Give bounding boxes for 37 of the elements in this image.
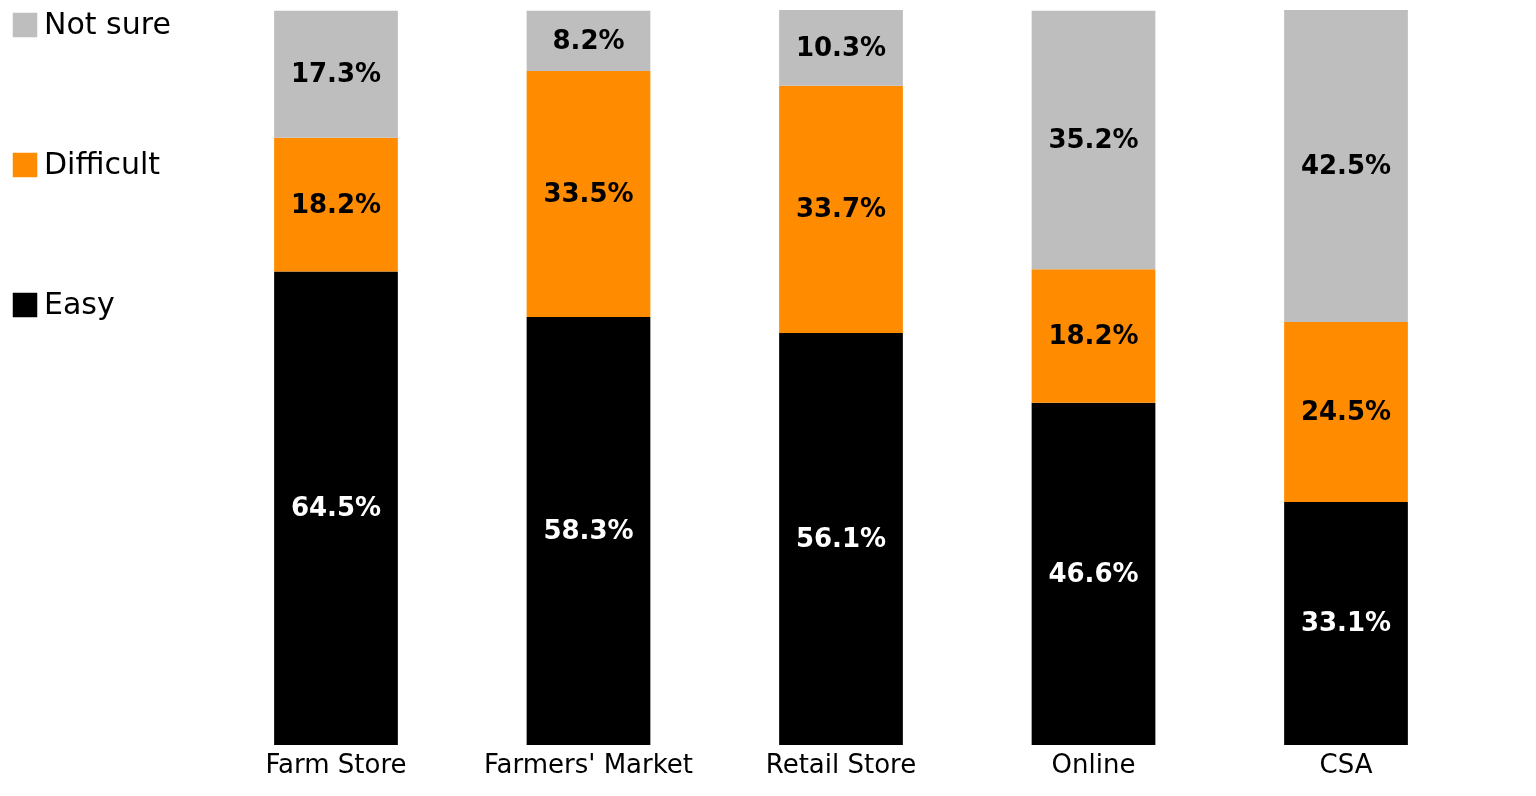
bar bbox=[1031, 10, 1156, 270]
bar bbox=[1284, 10, 1408, 323]
x-tick-label: Farmers' Market bbox=[483, 748, 694, 779]
bar bbox=[779, 10, 903, 86]
data-label: 56.1% bbox=[795, 523, 887, 554]
x-tick-label: CSA bbox=[1319, 748, 1373, 779]
data-label: 17.3% bbox=[290, 58, 382, 89]
bar bbox=[1284, 322, 1408, 502]
bar bbox=[274, 271, 398, 745]
bar bbox=[779, 333, 903, 745]
bar bbox=[274, 10, 398, 138]
bar bbox=[1284, 501, 1408, 745]
data-label: 18.2% bbox=[290, 188, 382, 219]
data-label: 18.2% bbox=[1048, 320, 1139, 351]
data-label: 58.3% bbox=[543, 514, 634, 545]
legend-label: Difficult bbox=[44, 146, 161, 181]
bar bbox=[1031, 269, 1156, 403]
data-label: 33.5% bbox=[543, 177, 634, 208]
data-label: 8.2% bbox=[552, 24, 625, 55]
bar bbox=[526, 316, 651, 745]
bar bbox=[1031, 402, 1156, 745]
bar bbox=[779, 85, 903, 334]
data-label: 46.6% bbox=[1048, 557, 1139, 588]
bar bbox=[274, 137, 398, 272]
data-label: 24.5% bbox=[1300, 396, 1392, 427]
legend-label: Not sure bbox=[44, 6, 171, 41]
data-label: 33.1% bbox=[1300, 607, 1392, 638]
data-label: 10.3% bbox=[795, 31, 887, 62]
legend-label: Easy bbox=[44, 286, 115, 321]
bar bbox=[526, 70, 651, 317]
data-label: 33.7% bbox=[795, 193, 887, 224]
x-tick-label: Farm Store bbox=[265, 748, 407, 779]
data-label: 35.2% bbox=[1048, 123, 1139, 154]
x-tick-label: Online bbox=[1051, 748, 1136, 779]
data-label: 64.5% bbox=[290, 492, 382, 523]
x-tick-label: Retail Store bbox=[765, 748, 917, 779]
data-label: 42.5% bbox=[1300, 150, 1392, 181]
